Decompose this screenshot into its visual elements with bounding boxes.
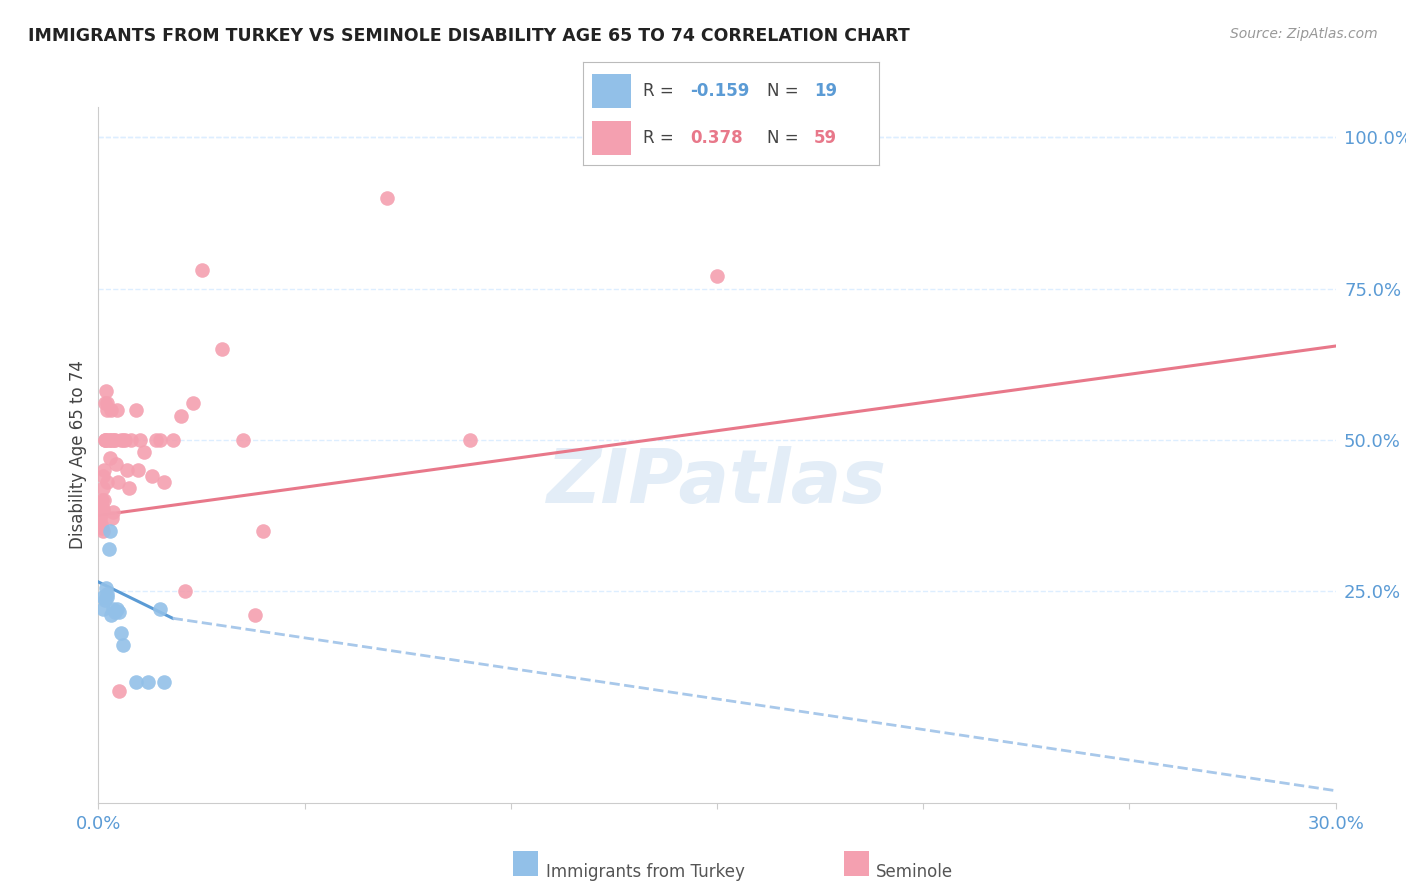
Point <box>110 626 132 640</box>
Point <box>120 433 142 447</box>
Point <box>96 475 118 490</box>
Point <box>211 342 233 356</box>
Bar <box>592 74 631 108</box>
Point <box>100 511 122 525</box>
Point <box>136 674 159 689</box>
Point <box>118 481 141 495</box>
Text: Source: ZipAtlas.com: Source: ZipAtlas.com <box>1230 27 1378 41</box>
Point <box>96 590 118 604</box>
Point <box>101 602 124 616</box>
Point <box>149 433 172 447</box>
Point <box>149 602 172 616</box>
Text: R =: R = <box>643 128 679 147</box>
Point <box>91 524 114 538</box>
Text: IMMIGRANTS FROM TURKEY VS SEMINOLE DISABILITY AGE 65 TO 74 CORRELATION CHART: IMMIGRANTS FROM TURKEY VS SEMINOLE DISAB… <box>28 27 910 45</box>
Point <box>104 457 127 471</box>
Point <box>91 502 114 516</box>
Text: R =: R = <box>643 82 679 100</box>
Point <box>108 605 131 619</box>
Point <box>103 433 125 447</box>
Text: 0.378: 0.378 <box>690 128 742 147</box>
Point <box>101 433 124 447</box>
Point <box>93 463 115 477</box>
Point <box>91 602 114 616</box>
Point <box>96 587 118 601</box>
Point <box>108 684 131 698</box>
Point <box>96 433 118 447</box>
Point <box>132 445 155 459</box>
Point <box>124 402 146 417</box>
Point <box>91 469 114 483</box>
Point <box>706 269 728 284</box>
Text: N =: N = <box>766 82 803 100</box>
Point <box>190 263 212 277</box>
Point <box>93 593 115 607</box>
Point <box>91 481 114 495</box>
Point <box>174 584 197 599</box>
Point <box>98 524 121 538</box>
Point <box>107 475 129 490</box>
Point <box>153 674 176 689</box>
Text: N =: N = <box>766 128 803 147</box>
Point <box>96 396 118 410</box>
Y-axis label: Disability Age 65 to 74: Disability Age 65 to 74 <box>69 360 87 549</box>
Point <box>89 511 111 525</box>
Point <box>91 493 114 508</box>
Point <box>252 524 274 538</box>
Point <box>97 541 120 556</box>
Text: 59: 59 <box>814 128 837 147</box>
Point <box>112 433 135 447</box>
Point <box>114 433 136 447</box>
Point <box>110 433 132 447</box>
Point <box>104 433 127 447</box>
Text: -0.159: -0.159 <box>690 82 749 100</box>
Text: Seminole: Seminole <box>876 863 953 881</box>
Point <box>458 433 481 447</box>
Point <box>170 409 193 423</box>
Point <box>94 384 117 399</box>
Point <box>90 517 112 532</box>
Point <box>98 433 121 447</box>
Point <box>124 674 146 689</box>
Point <box>162 433 184 447</box>
Point <box>94 396 117 410</box>
Point <box>243 608 266 623</box>
Point <box>128 433 150 447</box>
Point <box>93 433 115 447</box>
Point <box>145 433 167 447</box>
Point <box>105 602 128 616</box>
Text: ZIPatlas: ZIPatlas <box>547 446 887 519</box>
Point <box>100 402 122 417</box>
Point <box>153 475 176 490</box>
Point <box>103 505 125 519</box>
Point <box>93 590 115 604</box>
Text: Immigrants from Turkey: Immigrants from Turkey <box>546 863 744 881</box>
Point <box>232 433 254 447</box>
Point <box>94 433 117 447</box>
Point <box>93 505 115 519</box>
Point <box>94 581 117 595</box>
Point <box>97 433 120 447</box>
Point <box>90 500 112 514</box>
Point <box>141 469 163 483</box>
Text: 19: 19 <box>814 82 837 100</box>
Point <box>100 608 122 623</box>
Point <box>93 493 115 508</box>
Point <box>105 402 128 417</box>
Point <box>375 191 398 205</box>
Point <box>90 520 112 534</box>
Bar <box>592 121 631 155</box>
Point <box>117 463 139 477</box>
Point <box>112 639 135 653</box>
Point <box>98 450 121 465</box>
Point <box>181 396 204 410</box>
Point <box>127 463 149 477</box>
Point <box>96 402 118 417</box>
Point <box>104 605 127 619</box>
